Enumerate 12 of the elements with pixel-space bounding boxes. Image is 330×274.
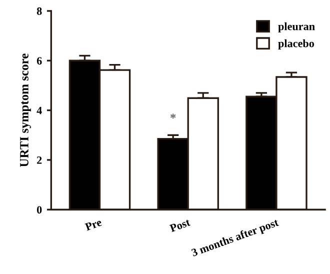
annotation: * [170,114,176,118]
legend-label: pleuran [278,22,315,32]
y-tick-label: 2 [37,156,42,164]
x-tick-label: Pre [84,218,102,231]
legend-label: placebo [278,39,314,50]
y-tick-label: 4 [36,106,42,114]
y-axis-title: URTI symptom score [20,54,32,167]
x-tick-label: 3 months after post [190,218,280,259]
y-tick-label: 0 [36,206,42,214]
y-tick-label: 6 [36,57,42,65]
y-tick-label: 8 [36,7,42,15]
x-tick-label: Post [169,218,191,232]
